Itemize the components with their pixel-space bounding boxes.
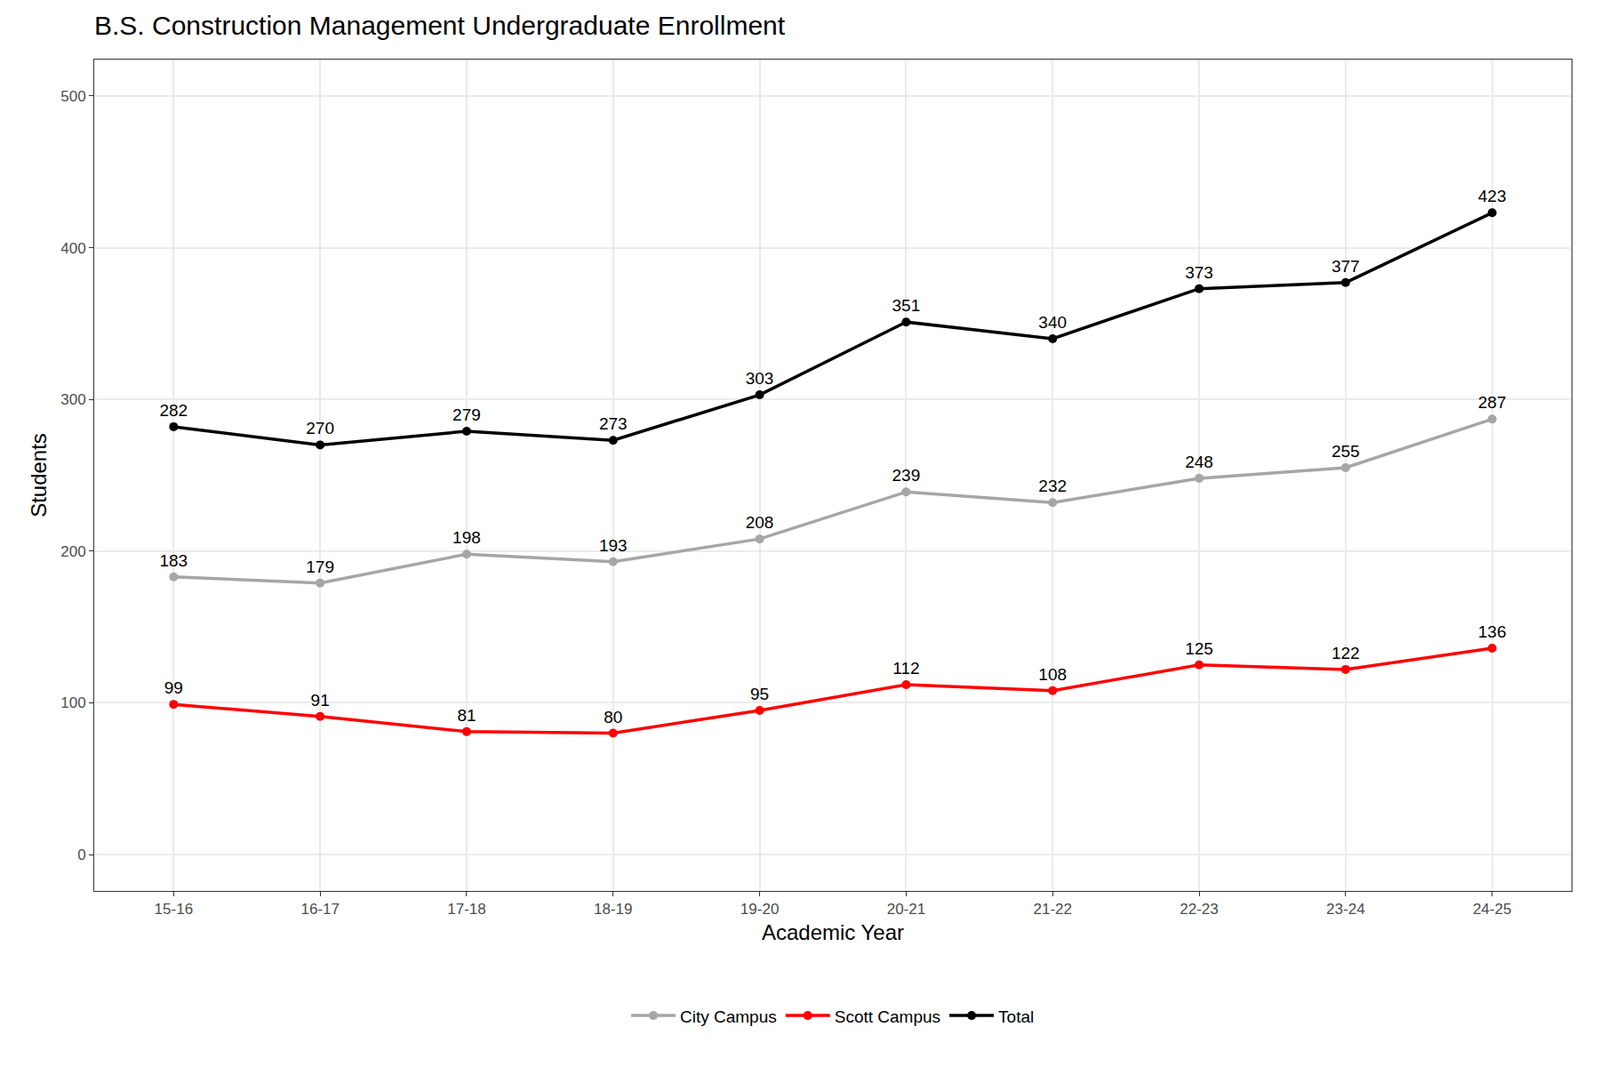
svg-text:255: 255: [1331, 441, 1360, 461]
svg-text:City Campus: City Campus: [680, 1007, 777, 1026]
svg-text:270: 270: [305, 418, 335, 438]
svg-text:112: 112: [892, 658, 920, 678]
svg-text:91: 91: [311, 690, 330, 710]
svg-text:80: 80: [603, 707, 623, 727]
svg-text:Scott Campus: Scott Campus: [834, 1007, 941, 1026]
svg-text:Academic Year: Academic Year: [761, 920, 904, 944]
svg-text:122: 122: [1331, 643, 1360, 663]
svg-text:423: 423: [1478, 186, 1507, 206]
svg-text:273: 273: [599, 414, 628, 433]
svg-text:B.S. Construction Management U: B.S. Construction Management Undergradua…: [94, 10, 786, 40]
svg-text:81: 81: [456, 705, 476, 725]
svg-text:15-16: 15-16: [154, 900, 193, 918]
svg-text:193: 193: [599, 536, 628, 555]
svg-text:248: 248: [1184, 452, 1214, 472]
svg-text:232: 232: [1038, 476, 1067, 496]
svg-text:23-24: 23-24: [1326, 900, 1365, 918]
svg-text:200: 200: [60, 543, 86, 560]
svg-text:17-18: 17-18: [447, 900, 486, 918]
svg-text:125: 125: [1184, 639, 1214, 658]
svg-text:108: 108: [1038, 664, 1067, 684]
svg-text:18-19: 18-19: [593, 900, 632, 918]
svg-text:19-20: 19-20: [740, 900, 779, 918]
svg-text:351: 351: [892, 296, 921, 315]
svg-text:136: 136: [1478, 622, 1507, 641]
svg-text:239: 239: [892, 465, 921, 485]
svg-text:95: 95: [750, 684, 769, 704]
svg-text:179: 179: [305, 557, 335, 576]
svg-text:287: 287: [1478, 392, 1507, 412]
svg-text:282: 282: [159, 400, 188, 420]
svg-text:Total: Total: [998, 1007, 1034, 1026]
svg-text:22-23: 22-23: [1179, 900, 1218, 918]
svg-text:208: 208: [745, 512, 775, 532]
svg-text:377: 377: [1331, 256, 1360, 276]
svg-text:303: 303: [745, 368, 775, 388]
svg-text:20-21: 20-21: [887, 900, 926, 918]
svg-text:183: 183: [159, 551, 188, 570]
svg-text:Students: Students: [26, 432, 51, 518]
svg-text:500: 500: [60, 88, 86, 105]
svg-text:340: 340: [1038, 312, 1067, 332]
svg-text:16-17: 16-17: [300, 900, 339, 918]
svg-text:300: 300: [60, 391, 86, 408]
svg-text:0: 0: [77, 846, 86, 864]
svg-text:400: 400: [60, 240, 86, 257]
svg-text:373: 373: [1184, 263, 1214, 282]
svg-text:198: 198: [452, 528, 481, 547]
svg-text:100: 100: [60, 694, 86, 712]
svg-text:21-22: 21-22: [1032, 900, 1072, 918]
svg-text:279: 279: [452, 405, 481, 424]
svg-text:99: 99: [164, 678, 184, 697]
svg-text:24-25: 24-25: [1472, 900, 1512, 918]
